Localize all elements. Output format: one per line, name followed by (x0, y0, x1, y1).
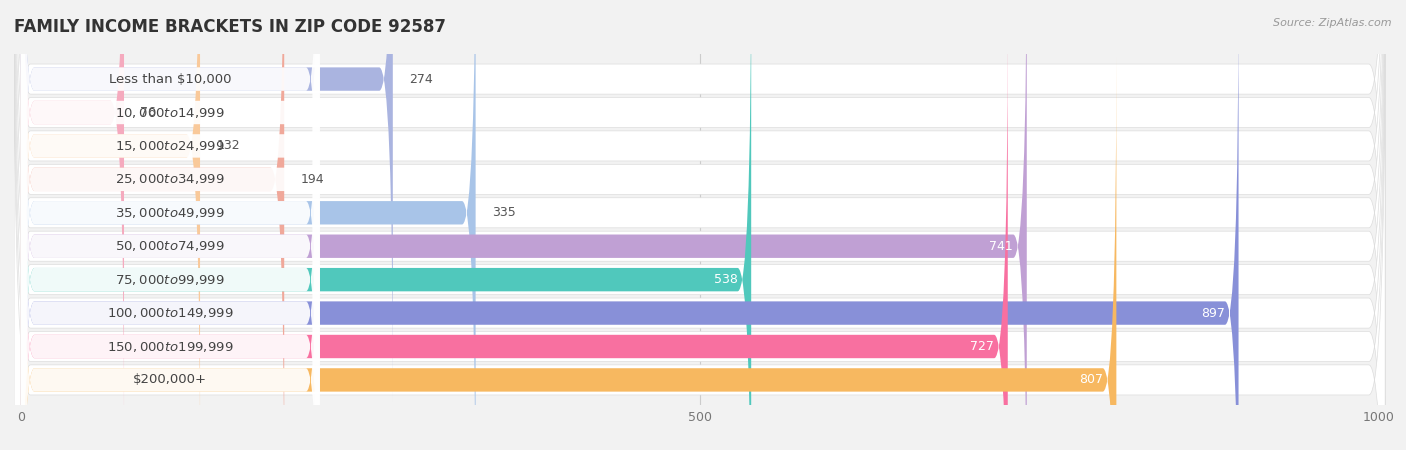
Text: $50,000 to $74,999: $50,000 to $74,999 (115, 239, 225, 253)
FancyBboxPatch shape (14, 0, 1385, 450)
Text: 76: 76 (141, 106, 156, 119)
Text: 274: 274 (409, 72, 433, 86)
Text: 897: 897 (1201, 306, 1225, 320)
FancyBboxPatch shape (21, 0, 319, 450)
FancyBboxPatch shape (14, 0, 1385, 450)
Text: 807: 807 (1078, 374, 1102, 387)
Text: $25,000 to $34,999: $25,000 to $34,999 (115, 172, 225, 186)
FancyBboxPatch shape (21, 0, 319, 435)
FancyBboxPatch shape (14, 0, 1385, 450)
Text: $75,000 to $99,999: $75,000 to $99,999 (115, 273, 225, 287)
FancyBboxPatch shape (21, 0, 319, 450)
FancyBboxPatch shape (21, 0, 319, 402)
FancyBboxPatch shape (21, 0, 319, 450)
FancyBboxPatch shape (21, 57, 1116, 450)
FancyBboxPatch shape (21, 0, 319, 450)
Text: 727: 727 (970, 340, 994, 353)
FancyBboxPatch shape (14, 0, 1385, 450)
FancyBboxPatch shape (14, 0, 1385, 450)
FancyBboxPatch shape (21, 57, 319, 450)
FancyBboxPatch shape (21, 0, 124, 435)
FancyBboxPatch shape (14, 0, 1385, 450)
FancyBboxPatch shape (14, 0, 1385, 450)
Text: FAMILY INCOME BRACKETS IN ZIP CODE 92587: FAMILY INCOME BRACKETS IN ZIP CODE 92587 (14, 18, 446, 36)
Text: Source: ZipAtlas.com: Source: ZipAtlas.com (1274, 18, 1392, 28)
FancyBboxPatch shape (14, 0, 1385, 450)
Text: $200,000+: $200,000+ (134, 374, 207, 387)
Text: $10,000 to $14,999: $10,000 to $14,999 (115, 105, 225, 120)
FancyBboxPatch shape (21, 0, 284, 450)
FancyBboxPatch shape (14, 0, 1385, 450)
FancyBboxPatch shape (21, 24, 319, 450)
FancyBboxPatch shape (14, 0, 1385, 450)
Text: 538: 538 (714, 273, 738, 286)
Text: $35,000 to $49,999: $35,000 to $49,999 (115, 206, 225, 220)
Text: $150,000 to $199,999: $150,000 to $199,999 (107, 339, 233, 354)
FancyBboxPatch shape (21, 0, 1239, 450)
FancyBboxPatch shape (21, 0, 475, 450)
FancyBboxPatch shape (21, 0, 751, 450)
Text: 194: 194 (301, 173, 325, 186)
FancyBboxPatch shape (21, 24, 1008, 450)
Text: 132: 132 (217, 140, 240, 153)
FancyBboxPatch shape (21, 0, 319, 450)
Text: $15,000 to $24,999: $15,000 to $24,999 (115, 139, 225, 153)
FancyBboxPatch shape (21, 0, 200, 450)
Text: 741: 741 (990, 240, 1014, 253)
FancyBboxPatch shape (21, 0, 319, 450)
FancyBboxPatch shape (21, 0, 1026, 450)
Text: $100,000 to $149,999: $100,000 to $149,999 (107, 306, 233, 320)
Text: Less than $10,000: Less than $10,000 (108, 72, 232, 86)
FancyBboxPatch shape (21, 0, 392, 402)
Text: 335: 335 (492, 206, 516, 219)
